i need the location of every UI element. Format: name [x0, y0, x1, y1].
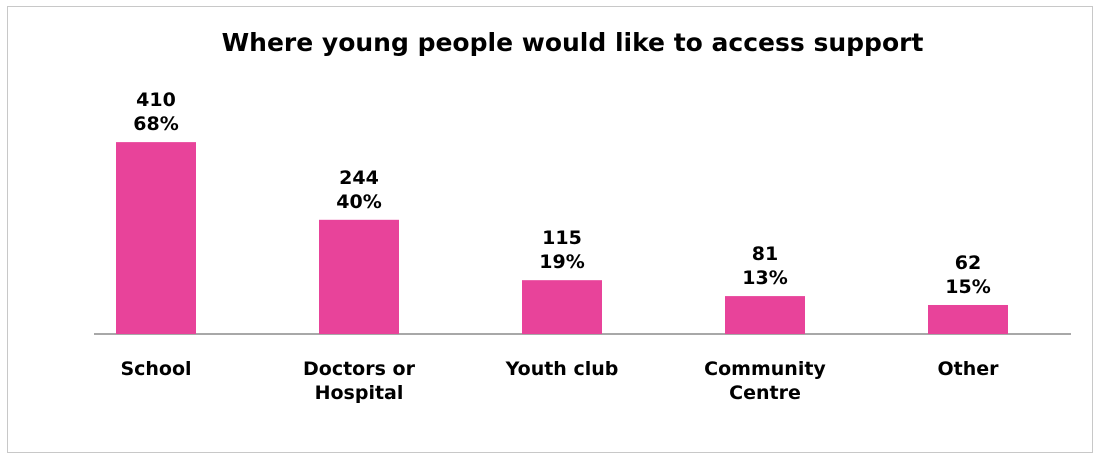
bar-2	[522, 280, 602, 334]
bar-3	[725, 296, 805, 334]
data-label-0-1: 68%	[133, 113, 178, 135]
bar-0	[116, 142, 196, 334]
category-label-1-0: Doctors or	[303, 358, 416, 380]
data-label-3-1: 13%	[742, 267, 787, 289]
data-label-4-0: 62	[955, 252, 981, 274]
category-label-3-0: Community	[704, 358, 826, 380]
bar-1	[319, 219, 399, 334]
bar-4	[928, 304, 1008, 334]
category-label-4-0: Other	[937, 358, 999, 380]
category-label-2-0: Youth club	[505, 358, 619, 380]
category-label-1-1: Hospital	[315, 382, 404, 404]
category-label-0-0: School	[120, 358, 191, 380]
data-label-1-0: 244	[339, 167, 379, 189]
category-label-3-1: Centre	[729, 382, 801, 404]
data-label-4-1: 15%	[945, 276, 990, 298]
data-label-3-0: 81	[752, 243, 778, 265]
data-label-1-1: 40%	[336, 191, 381, 213]
chart-title: Where young people would like to access …	[221, 28, 924, 57]
data-label-2-1: 19%	[539, 251, 584, 273]
data-label-2-0: 115	[542, 227, 582, 249]
data-label-0-0: 410	[136, 89, 176, 111]
